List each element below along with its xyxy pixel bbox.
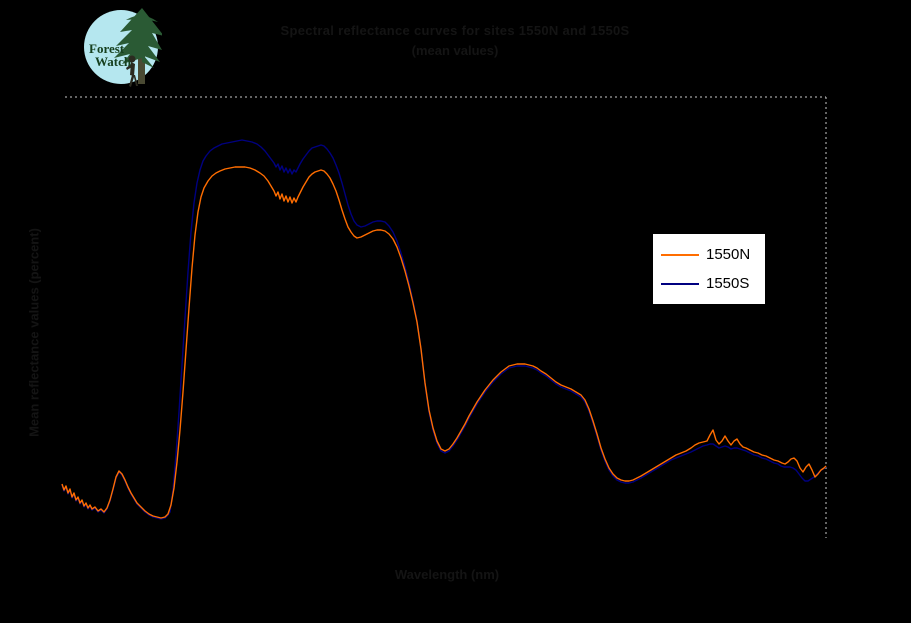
- person-icon: [126, 55, 138, 87]
- chart-title: Spectral reflectance curves for sites 15…: [280, 23, 630, 38]
- legend-line-sample-1550n: [661, 253, 699, 256]
- x-axis-label: Wavelength (nm): [394, 567, 500, 582]
- legend-label-1550s: 1550S: [706, 275, 750, 292]
- legend-line-sample-1550s: [661, 282, 699, 285]
- forest-watch-logo: Forest Watch: [84, 8, 162, 87]
- legend-item-1550n: 1550N: [653, 247, 765, 262]
- chart-legend: 1550N 1550S: [652, 233, 766, 305]
- logo-text-watch: Watch: [95, 54, 132, 69]
- logo-text-forest: Forest: [89, 41, 125, 56]
- legend-item-1550s: 1550S: [653, 276, 765, 291]
- legend-label-1550n: 1550N: [706, 246, 751, 263]
- tree-icon: [114, 8, 162, 84]
- chart-subtitle: (mean values): [411, 43, 499, 58]
- series-line-1550s: [61, 139, 827, 520]
- series-line-1550n: [61, 166, 827, 519]
